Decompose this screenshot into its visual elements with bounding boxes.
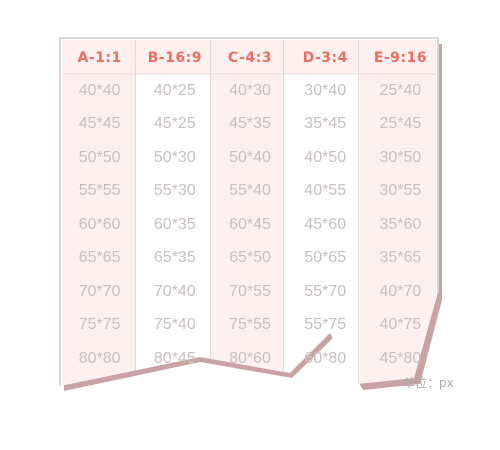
- table-header-row: A-1:1 B-16:9 C-4:3 D-3:4 E-9:16: [62, 42, 438, 74]
- table-cell: 75*40: [153, 316, 196, 334]
- header-b: B-16:9: [147, 50, 202, 66]
- table-cell: 40*25: [153, 81, 196, 99]
- table-cell: 25*40: [379, 81, 422, 99]
- header-d: D-3:4: [302, 50, 348, 66]
- table-cell: 60*60: [78, 215, 121, 233]
- table-cell: 75*75: [78, 316, 121, 334]
- header-e: E-9:16: [373, 50, 428, 66]
- table-cell: 45*60: [304, 215, 347, 233]
- unit-label: 单位：px: [403, 376, 454, 390]
- table-cell: 30*40: [304, 81, 347, 99]
- table-body: 40*40 45*45 50*50 55*55 60*60 65*65 70*70 75*75…: [62, 74, 438, 376]
- table-cell: 65*35: [153, 249, 196, 267]
- col-e: 25*40 25*45 30*50 30*55 35*60 35*65 40*70 40*75…: [363, 74, 438, 376]
- col-c: 40*30 45*35 50*40 55*40 60*45 65*50 70*55 75*55…: [212, 74, 287, 376]
- table-cell: 30*50: [379, 148, 422, 166]
- table-cell: 60*45: [229, 215, 271, 233]
- table-cell: 55*70: [304, 282, 347, 300]
- table-cell: 70*40: [153, 282, 196, 300]
- table-cell: 30*55: [379, 182, 422, 200]
- table-cell: 80*60: [229, 349, 271, 367]
- table-cell: 40*55: [304, 182, 347, 200]
- col-b: 40*25 45*25 50*30 55*30 60*35 65*35 70*40 75*40…: [137, 74, 212, 376]
- table-cell: 35*65: [379, 249, 422, 267]
- table-cell: 50*30: [153, 148, 196, 166]
- table-cell: 45*45: [78, 115, 121, 133]
- table-cell: 65*50: [229, 249, 271, 267]
- table-cell: 25*45: [379, 115, 422, 133]
- table-cell: 50*65: [304, 249, 347, 267]
- table-cell: 80*80: [78, 349, 121, 367]
- table-cell: 70*70: [78, 282, 121, 300]
- table-cell: 40*50: [304, 148, 347, 166]
- table-cell: 70*55: [229, 282, 271, 300]
- table-cell: 80*45: [153, 349, 196, 367]
- col-a: 40*40 45*45 50*50 55*55 60*60 65*65 70*70 75*75…: [62, 74, 137, 376]
- table-cell: 50*50: [78, 148, 121, 166]
- table-cell: 45*80: [379, 349, 422, 367]
- table-cell: 65*65: [78, 249, 121, 267]
- table-cell: 35*45: [304, 115, 347, 133]
- table-cell: 75*55: [229, 316, 271, 334]
- table-cell: 55*30: [153, 182, 196, 200]
- table-cell: 35*60: [379, 215, 422, 233]
- table-cell: 50*40: [229, 148, 271, 166]
- table-cell: 55*40: [229, 182, 271, 200]
- table-cell: 55*55: [78, 182, 121, 200]
- table-cell: 45*35: [229, 115, 271, 133]
- header-a: A-1:1: [77, 50, 122, 66]
- col-d: 30*40 35*45 40*50 40*55 45*60 50*65 55*70 55*75…: [288, 74, 363, 376]
- table-cell: 60*35: [153, 215, 196, 233]
- size-table: A-1:1 B-16:9 C-4:3 D-3:4 E-9:16 40*40 45*…: [62, 42, 438, 376]
- table-cell: 40*75: [379, 316, 422, 334]
- table-cell: 40*70: [379, 282, 422, 300]
- table-cell: 55*75: [304, 316, 347, 334]
- table-cell: 60*80: [304, 349, 347, 367]
- table-cell: 40*30: [229, 81, 271, 99]
- header-c: C-4:3: [228, 50, 272, 66]
- table-cell: 45*25: [153, 115, 196, 133]
- table-cell: 40*40: [78, 81, 121, 99]
